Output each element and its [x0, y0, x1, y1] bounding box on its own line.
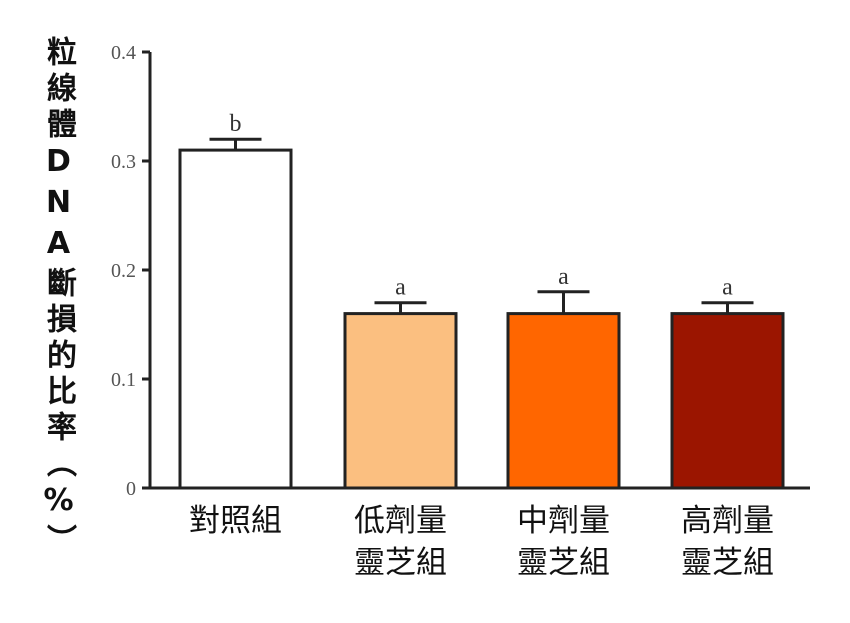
x-tick-label: 低劑量靈芝組: [354, 503, 447, 581]
y-axis-label: 粒線體DNA斷損的比率（%）: [41, 36, 76, 560]
significance-label: a: [722, 275, 733, 301]
x-tick-label: 高劑量靈芝組: [681, 503, 774, 581]
x-tick-label: 對照組: [189, 503, 282, 539]
bar: [506, 312, 621, 490]
bar: [178, 148, 293, 490]
significance-label: a: [395, 275, 406, 301]
x-tick-label: 中劑量靈芝組: [517, 503, 610, 581]
significance-label: a: [558, 264, 569, 290]
bar: [670, 312, 785, 490]
significance-label: b: [230, 111, 242, 137]
bar: [343, 312, 458, 490]
y-tick-label: 0.4: [111, 42, 136, 64]
y-tick-label: 0: [126, 478, 136, 500]
y-tick-label: 0.2: [111, 260, 136, 282]
y-tick-label: 0.1: [111, 369, 136, 391]
y-tick-label: 0.3: [111, 151, 136, 173]
